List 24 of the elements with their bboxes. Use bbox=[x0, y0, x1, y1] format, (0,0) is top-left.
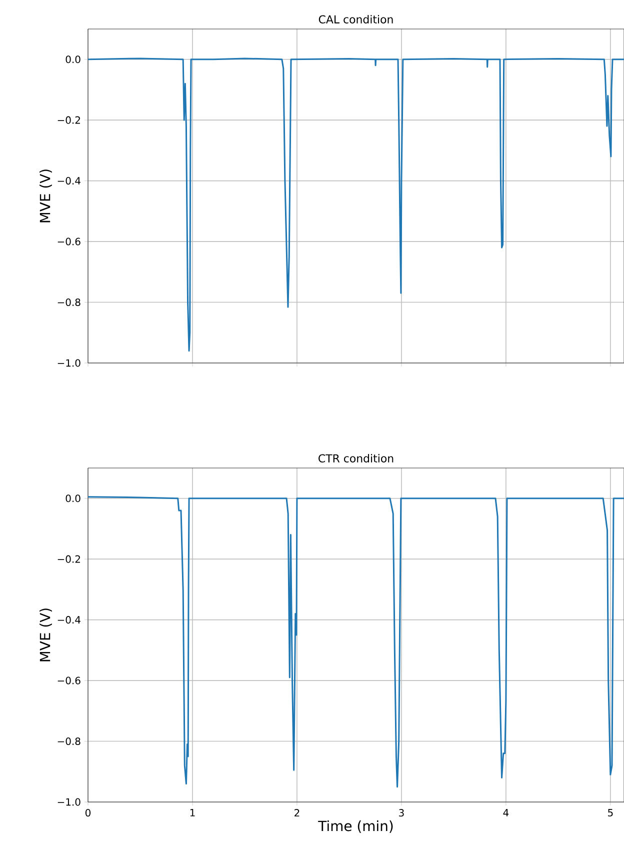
y-tick-label: −0.8 bbox=[58, 298, 80, 306]
y-tick-label: 0.0 bbox=[66, 56, 80, 64]
y-tick-label: −0.4 bbox=[58, 616, 80, 624]
x-tick-label: 1 bbox=[190, 809, 195, 816]
y-tick-label: −0.4 bbox=[58, 177, 80, 185]
chart-title: CAL condition bbox=[318, 15, 393, 24]
y-tick-label: −0.6 bbox=[58, 238, 80, 246]
y-tick-label: −0.2 bbox=[58, 116, 80, 124]
y-axis-title: MVE (V) bbox=[40, 170, 52, 222]
x-axis-title: Time (min) bbox=[318, 820, 393, 833]
x-tick-label: 5 bbox=[608, 809, 613, 816]
y-axis-title: MVE (V) bbox=[40, 608, 52, 662]
y-tick-label: −0.8 bbox=[58, 737, 80, 746]
x-tick-label: 0 bbox=[85, 809, 91, 817]
x-tick-label: 4 bbox=[503, 809, 509, 816]
y-tick-label: −1.0 bbox=[58, 359, 80, 367]
line-series bbox=[88, 58, 624, 352]
y-tick-label: 0.0 bbox=[66, 494, 80, 502]
x-tick-label: 2 bbox=[294, 809, 300, 816]
x-tick-label: 3 bbox=[399, 809, 404, 817]
y-tick-label: −1.0 bbox=[58, 798, 80, 806]
y-tick-label: −0.2 bbox=[58, 555, 80, 563]
y-tick-label: −0.6 bbox=[58, 676, 80, 684]
chart-title: CTR condition bbox=[318, 454, 394, 462]
